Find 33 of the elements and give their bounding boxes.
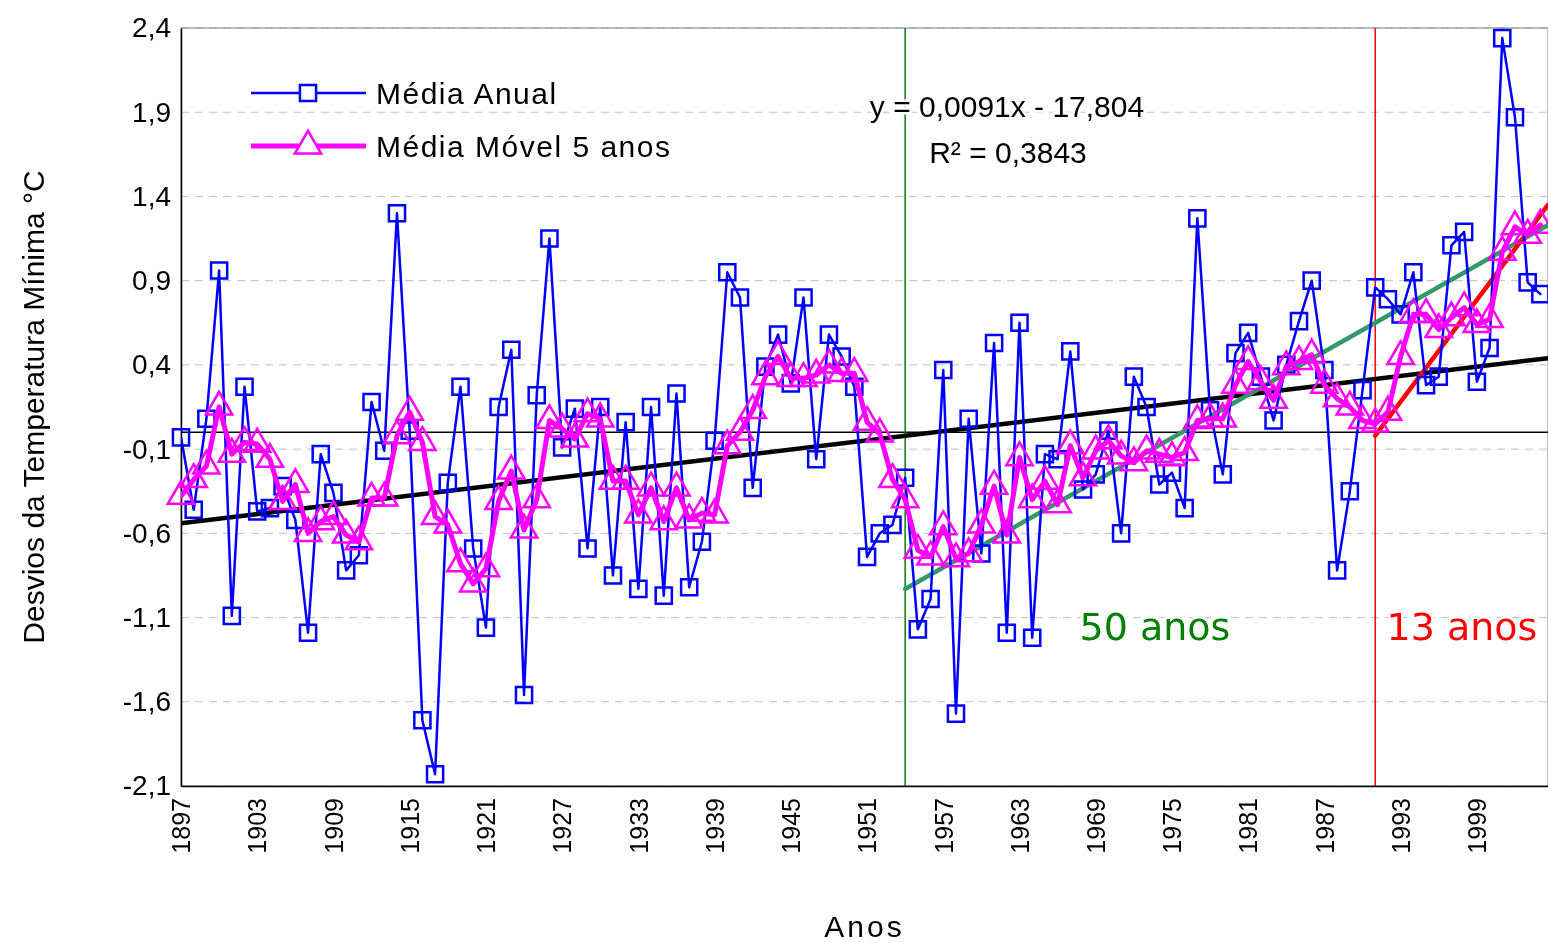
x-tick-label: 1987	[1310, 798, 1339, 854]
annotation: R² = 0,3843	[929, 136, 1087, 169]
annotation: 13 anos	[1386, 605, 1538, 649]
x-tick-label: 1933	[624, 798, 653, 854]
x-axis-title: Anos	[824, 910, 905, 943]
y-tick-label: 1,4	[132, 180, 171, 212]
x-tick-label: 1999	[1463, 798, 1492, 854]
x-tick-label: 1921	[472, 798, 501, 854]
legend-label: Média Anual	[376, 76, 558, 110]
x-tick-label: 1993	[1386, 798, 1415, 854]
x-tick-label: 1975	[1158, 798, 1187, 854]
legend-label: Média Móvel 5 anos	[376, 129, 672, 163]
x-tick-label: 1957	[929, 798, 958, 854]
y-tick-label: -1,1	[122, 602, 171, 634]
y-tick-label: -0,6	[122, 517, 171, 549]
y-tick-label: -0,1	[122, 433, 171, 465]
y-tick-label: 0,4	[132, 349, 171, 381]
y-tick-label: 2,4	[132, 12, 171, 44]
x-tick-label: 1909	[319, 798, 348, 854]
x-tick-label: 1981	[1234, 798, 1263, 854]
x-tick-label: 1951	[853, 798, 882, 854]
x-tick-label: 1945	[777, 798, 806, 854]
y-tick-label: 0,9	[132, 265, 171, 297]
x-tick-label: 1927	[548, 798, 577, 854]
y-tick-label: -1,6	[122, 686, 171, 718]
x-tick-label: 1939	[700, 798, 729, 854]
x-tick-label: 1903	[243, 798, 272, 854]
x-tick-label: 1915	[395, 798, 424, 854]
y-axis-title: Desvios da Temperatura Mínima °C	[17, 170, 50, 644]
x-tick-label: 1963	[1005, 798, 1034, 854]
x-tick-label: 1969	[1081, 798, 1110, 854]
y-tick-label: 1,9	[132, 96, 171, 128]
annotation: 50 anos	[1079, 605, 1231, 649]
